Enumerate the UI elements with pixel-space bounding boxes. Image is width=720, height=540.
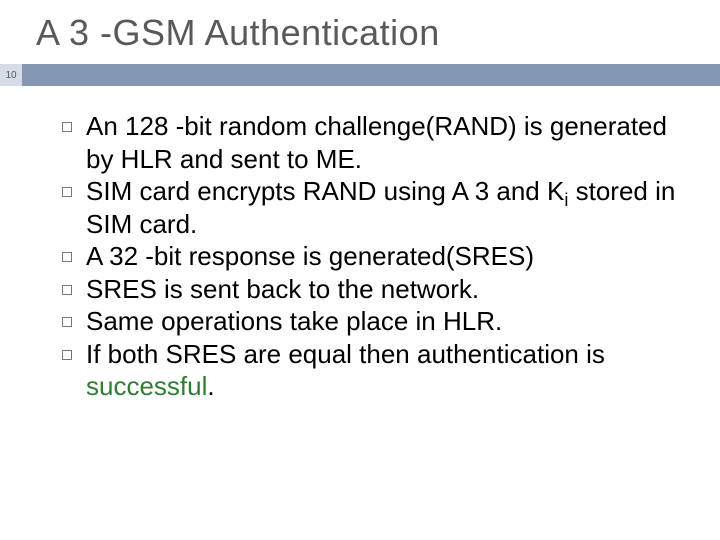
bullet-text: If both SRES are equal then authenticati… xyxy=(86,338,680,403)
slide-title: A 3 -GSM Authentication xyxy=(0,0,720,64)
list-item: Same operations take place in HLR. xyxy=(62,305,680,338)
list-item: SIM card encrypts RAND using A 3 and Ki … xyxy=(62,175,680,240)
bullet-text: A 32 -bit response is generated(SRES) xyxy=(86,240,534,273)
bullet-icon xyxy=(62,317,72,327)
bullet-icon xyxy=(62,252,72,262)
bullet-text: An 128 -bit random challenge(RAND) is ge… xyxy=(86,110,680,175)
page-number-badge: 10 xyxy=(0,64,22,86)
bullet-text: SIM card encrypts RAND using A 3 and Ki … xyxy=(86,175,680,240)
content-area: An 128 -bit random challenge(RAND) is ge… xyxy=(0,86,720,403)
list-item: An 128 -bit random challenge(RAND) is ge… xyxy=(62,110,680,175)
bullet-text: Same operations take place in HLR. xyxy=(86,305,502,338)
list-item: SRES is sent back to the network. xyxy=(62,273,680,306)
bullet-text: SRES is sent back to the network. xyxy=(86,273,479,306)
bullet-icon xyxy=(62,187,72,197)
list-item: A 32 -bit response is generated(SRES) xyxy=(62,240,680,273)
list-item: If both SRES are equal then authenticati… xyxy=(62,338,680,403)
bullet-icon xyxy=(62,350,72,360)
slide: A 3 -GSM Authentication 10 An 128 -bit r… xyxy=(0,0,720,540)
accent-bar: 10 xyxy=(0,64,720,86)
bullet-icon xyxy=(62,285,72,295)
bullet-icon xyxy=(62,122,72,132)
